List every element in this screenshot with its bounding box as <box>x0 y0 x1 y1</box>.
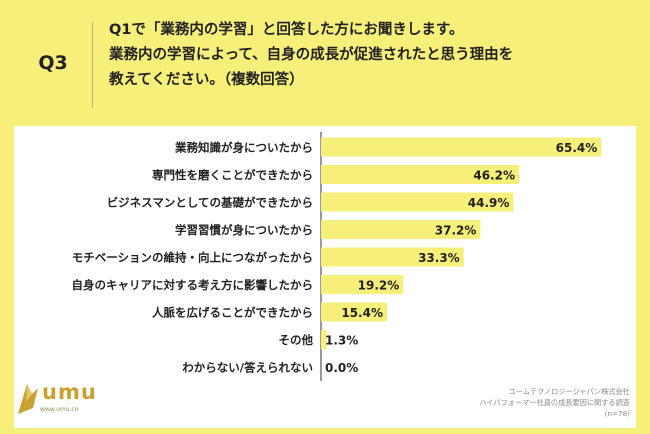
bar <box>321 275 404 294</box>
bar <box>321 137 602 157</box>
category-label: わからない/答えられない <box>182 361 313 375</box>
question-line-3: 教えてください。（複数回答） <box>109 72 304 88</box>
category-label: 人脈を広げることができたから <box>152 306 313 320</box>
header-divider <box>92 22 93 108</box>
category-label: モチベーションの維持・向上につながったから <box>72 251 313 265</box>
category-label: ビジネスマンとしての基礎ができたから <box>107 196 313 210</box>
question-line-1: Q1で「業務内の学習」と回答した方にお聞きします。 <box>109 22 464 38</box>
question-number: Q3 <box>38 52 68 74</box>
category-label: 自身のキャリアに対する考え方に影響したから <box>72 278 314 292</box>
value-label: 46.2% <box>473 169 515 183</box>
chart-panel: 業務知識が身についたから 65.4% 専門性を磨くことができたから 46.2% ビジネス… <box>14 126 636 428</box>
bar <box>321 165 519 184</box>
bar-chart: 業務知識が身についたから 65.4% 専門性を磨くことができたから 46.2% ビジネス… <box>72 132 602 381</box>
value-label: 65.4% <box>556 141 598 155</box>
category-label: その他 <box>279 333 314 347</box>
value-label: 1.3% <box>325 334 358 348</box>
category-label: 専門性を磨くことができたから <box>152 168 313 182</box>
source-note: ユームテクノロジージャパン株式会社 ハイパフォーマー社員の成長要因に関する調査 … <box>420 386 630 419</box>
question-header: Q3 Q1で「業務内の学習」と回答した方にお聞きします。 業務内の学習によって、… <box>0 0 650 124</box>
bar <box>321 192 514 212</box>
value-label: 37.2% <box>435 224 477 238</box>
bar <box>321 247 464 267</box>
category-label: 業務知識が身についたから <box>174 141 313 155</box>
logo-wordmark: umu <box>42 380 97 404</box>
question-text: Q1で「業務内の学習」と回答した方にお聞きします。 業務内の学習によって、自身の… <box>109 18 629 93</box>
value-label: 33.3% <box>418 251 460 265</box>
umu-logo-mark-icon <box>18 384 38 414</box>
bar <box>321 302 387 322</box>
logo-url: www.umu.co <box>40 406 79 413</box>
source-sample-size: (n=78) <box>604 409 630 418</box>
category-label: 学習習慣が身についたから <box>175 223 313 237</box>
value-label: 0.0% <box>325 361 358 375</box>
question-line-2: 業務内の学習によって、自身の成長が促進されたと思う理由を <box>109 47 514 63</box>
value-label: 15.4% <box>341 306 383 320</box>
bar <box>321 330 327 349</box>
umu-logo: umu www.umu.co <box>14 378 124 424</box>
value-label: 19.2% <box>358 279 400 293</box>
source-company: ユームテクノロジージャパン株式会社 <box>508 387 630 396</box>
value-label: 44.9% <box>468 196 510 210</box>
source-survey-title: ハイパフォーマー社員の成長要因に関する調査 <box>479 398 630 407</box>
bar <box>321 220 481 239</box>
